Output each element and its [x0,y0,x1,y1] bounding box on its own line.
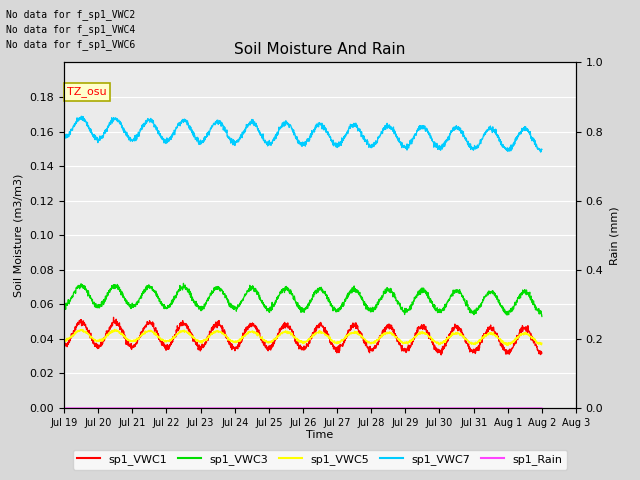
Text: TZ_osu: TZ_osu [67,86,106,97]
Title: Soil Moisture And Rain: Soil Moisture And Rain [234,42,406,57]
Text: No data for f_sp1_VWC4: No data for f_sp1_VWC4 [6,24,136,35]
Text: No data for f_sp1_VWC6: No data for f_sp1_VWC6 [6,39,136,50]
Y-axis label: Rain (mm): Rain (mm) [609,206,619,264]
X-axis label: Time: Time [307,431,333,441]
Y-axis label: Soil Moisture (m3/m3): Soil Moisture (m3/m3) [14,173,24,297]
Legend: sp1_VWC1, sp1_VWC3, sp1_VWC5, sp1_VWC7, sp1_Rain: sp1_VWC1, sp1_VWC3, sp1_VWC5, sp1_VWC7, … [73,450,567,469]
Text: No data for f_sp1_VWC2: No data for f_sp1_VWC2 [6,9,136,20]
